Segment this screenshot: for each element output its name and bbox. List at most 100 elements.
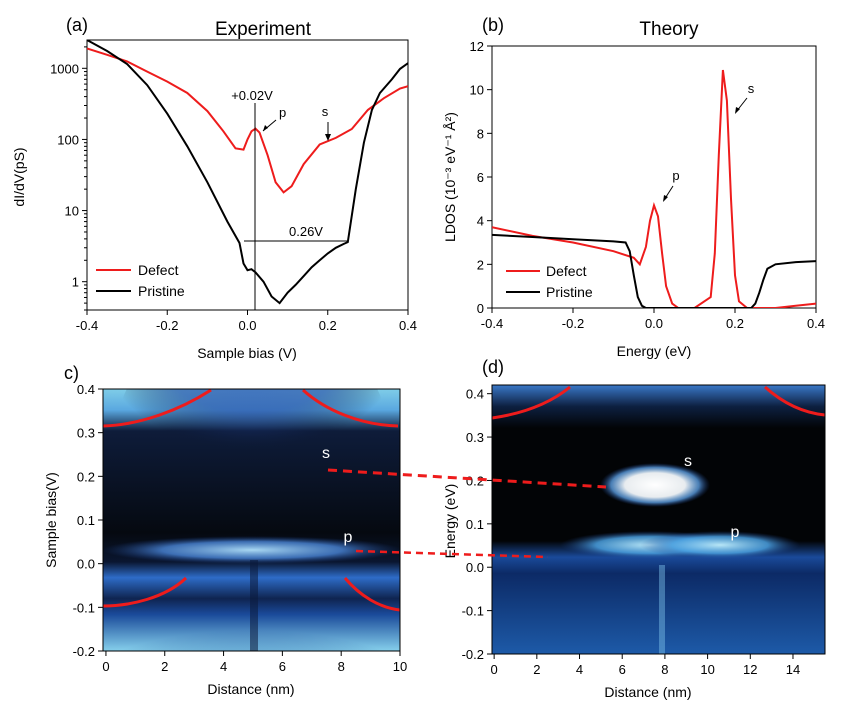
panel-d-xtick-label-2: 4 <box>576 662 583 677</box>
panel-b-peak-p-label: p <box>672 168 679 183</box>
panel-c-p-label: p <box>344 529 353 546</box>
panel-d-ticks <box>487 393 794 659</box>
panel-a-xtick-label-0: -0.4 <box>76 318 98 333</box>
panel-b-ticks <box>487 45 817 313</box>
panel-d-heatmap <box>492 385 825 654</box>
panel-d-ytick-label-2: 0.0 <box>466 560 484 575</box>
panel-c-band-edge-top-left <box>103 389 212 428</box>
connector-s-state <box>327 468 607 489</box>
panel-b-xtick-label-1: -0.2 <box>562 316 584 331</box>
panel-c-xtick-label-4: 8 <box>338 659 345 674</box>
panel-c-xtick-labels: 0 2 4 6 8 10 <box>102 659 407 674</box>
panel-c-ytick-label-3: 0.1 <box>77 513 95 528</box>
panel-a-label: (a) <box>66 15 88 35</box>
panel-a-title: Experiment <box>215 19 312 40</box>
panel-a-peak-p-label: p <box>279 105 286 120</box>
panel-d-ylabel: Energy (eV) <box>442 484 458 559</box>
panel-c-ytick-label-2: 0.0 <box>77 557 95 572</box>
panel-c-xtick-label-0: 0 <box>102 659 109 674</box>
panel-a-series-pristine <box>87 40 408 305</box>
panel-d: (d) 0 2 4 6 8 10 12 14 -0.2-0.10.00.10.20.30.4 … <box>442 357 826 700</box>
panel-a-ytick-label-3: 1000 <box>50 61 79 76</box>
panel-a-legend: Defect Pristine <box>96 262 185 299</box>
panel-d-p-label: p <box>731 524 740 541</box>
panel-c-ytick-label-6: 0.4 <box>77 382 95 397</box>
panel-a-legend-pristine: Pristine <box>138 283 185 299</box>
panel-a-xtick-labels: -0.4 -0.2 0.0 0.2 0.4 <box>76 318 417 333</box>
panel-c-band-edge-bottom-right <box>343 577 400 612</box>
panel-d-ytick-label-6: 0.4 <box>466 387 484 402</box>
panel-a-xtick-label-2: 0.0 <box>238 318 256 333</box>
panel-b-ytick-label-5: 10 <box>470 83 484 98</box>
panel-d-ytick-label-3: 0.1 <box>466 517 484 532</box>
panel-b-peak-s-arrowhead <box>735 107 740 114</box>
panel-d-s-label: s <box>684 453 692 470</box>
panel-a-ytick-label-2: 100 <box>57 132 79 147</box>
panel-d-ytick-label-5: 0.3 <box>466 430 484 445</box>
panel-b-series-defect <box>492 69 816 308</box>
panel-a-peak-s-arrowhead <box>325 134 331 141</box>
panel-c-xtick-label-1: 2 <box>161 659 168 674</box>
connector-p-state <box>355 549 549 559</box>
panel-d-ytick-labels: -0.2 -0.1 0.0 0.1 0.2 0.3 0.4 <box>462 387 484 662</box>
panel-a-ylabel: dI/dV(pS) <box>11 147 27 206</box>
panel-c-ytick-label-1: -0.1 <box>73 600 95 615</box>
panel-c-band-edge-top-right <box>301 389 399 428</box>
panel-a-legend-defect: Defect <box>138 262 179 278</box>
panel-b-legend-defect: Defect <box>546 263 587 279</box>
panel-b-xtick-label-2: 0.0 <box>645 316 663 331</box>
panel-c-xtick-label-5: 10 <box>393 659 407 674</box>
panel-a-ytick-label-1: 10 <box>65 204 79 219</box>
panel-d-xtick-label-7: 14 <box>786 662 800 677</box>
panel-c-ticks <box>98 388 401 656</box>
panel-c-ylabel: Sample bias(V) <box>43 472 59 568</box>
panel-b-ytick-label-3: 6 <box>477 170 484 185</box>
panel-d-xtick-label-0: 0 <box>491 662 498 677</box>
panel-b-xtick-labels: -0.4 -0.2 0.0 0.2 0.4 <box>481 316 825 331</box>
panel-b-xtick-label-0: -0.4 <box>481 316 503 331</box>
panel-b-ytick-label-1: 2 <box>477 257 484 272</box>
panel-a-ytick-label-0: 1 <box>72 275 79 290</box>
panel-d-frame <box>491 384 826 655</box>
panel-b-title: Theory <box>639 19 699 40</box>
panel-c: c) 0 2 4 6 8 10 -0.2 -0.1 0.0 0.1 0.2 0.3 0.4 Dista… <box>43 363 407 697</box>
panel-a-xtick-label-3: 0.2 <box>319 318 337 333</box>
panel-b-ytick-label-6: 12 <box>470 39 484 54</box>
panel-d-ytick-label-1: -0.1 <box>462 604 484 619</box>
panel-d-xtick-label-6: 12 <box>743 662 757 677</box>
panel-b-label: (b) <box>482 15 504 35</box>
panel-d-xlabel: Distance (nm) <box>604 684 691 700</box>
panel-c-p-state-band <box>103 536 400 564</box>
panel-a-ticks <box>82 46 409 315</box>
panel-c-band-edge-bottom-left <box>103 576 188 608</box>
panel-c-xtick-label-2: 4 <box>220 659 227 674</box>
panel-b-legend: Defect Pristine <box>506 263 593 300</box>
panel-d-xtick-label-5: 10 <box>700 662 714 677</box>
panel-c-xtick-label-3: 6 <box>279 659 286 674</box>
panel-c-ytick-label-5: 0.3 <box>77 426 95 441</box>
panel-c-xlabel: Distance (nm) <box>207 681 294 697</box>
panel-b-ytick-label-4: 8 <box>477 126 484 141</box>
panel-c-ytick-label-0: -0.2 <box>73 644 95 659</box>
panel-b-peak-p-arrowhead <box>663 195 668 202</box>
panel-a-ytick-labels: 1 10 100 1000 <box>50 61 79 289</box>
panel-b-legend-pristine: Pristine <box>546 284 593 300</box>
panel-a-xtick-label-4: 0.4 <box>399 318 417 333</box>
panel-a-peak-s-label: s <box>322 104 329 119</box>
panel-b-ytick-labels: 0 2 4 6 8 10 12 <box>470 39 484 316</box>
panel-d-ytick-label-0: -0.2 <box>462 647 484 662</box>
panel-a-xtick-label-1: -0.2 <box>156 318 178 333</box>
panel-a-series-defect <box>87 47 408 194</box>
panel-d-p-state-band-right <box>640 531 800 559</box>
panel-c-ytick-label-4: 0.2 <box>77 469 95 484</box>
panel-d-heatmap-background <box>492 385 825 654</box>
panel-d-band-edge-left <box>492 385 571 420</box>
panel-c-label: c) <box>64 363 79 383</box>
panel-d-xtick-label-4: 8 <box>661 662 668 677</box>
panel-d-xtick-labels: 0 2 4 6 8 10 12 14 <box>491 662 801 677</box>
panel-a: (a) Experiment -0.4 -0.2 0.0 0.2 0.4 1101001… <box>11 15 417 361</box>
panel-c-ytick-labels: -0.2 -0.1 0.0 0.1 0.2 0.3 0.4 <box>73 382 95 659</box>
panel-b-ylabel: LDOS (10⁻³ eV⁻¹ Å²) <box>442 112 458 242</box>
panel-b-xtick-label-4: 0.4 <box>807 316 825 331</box>
